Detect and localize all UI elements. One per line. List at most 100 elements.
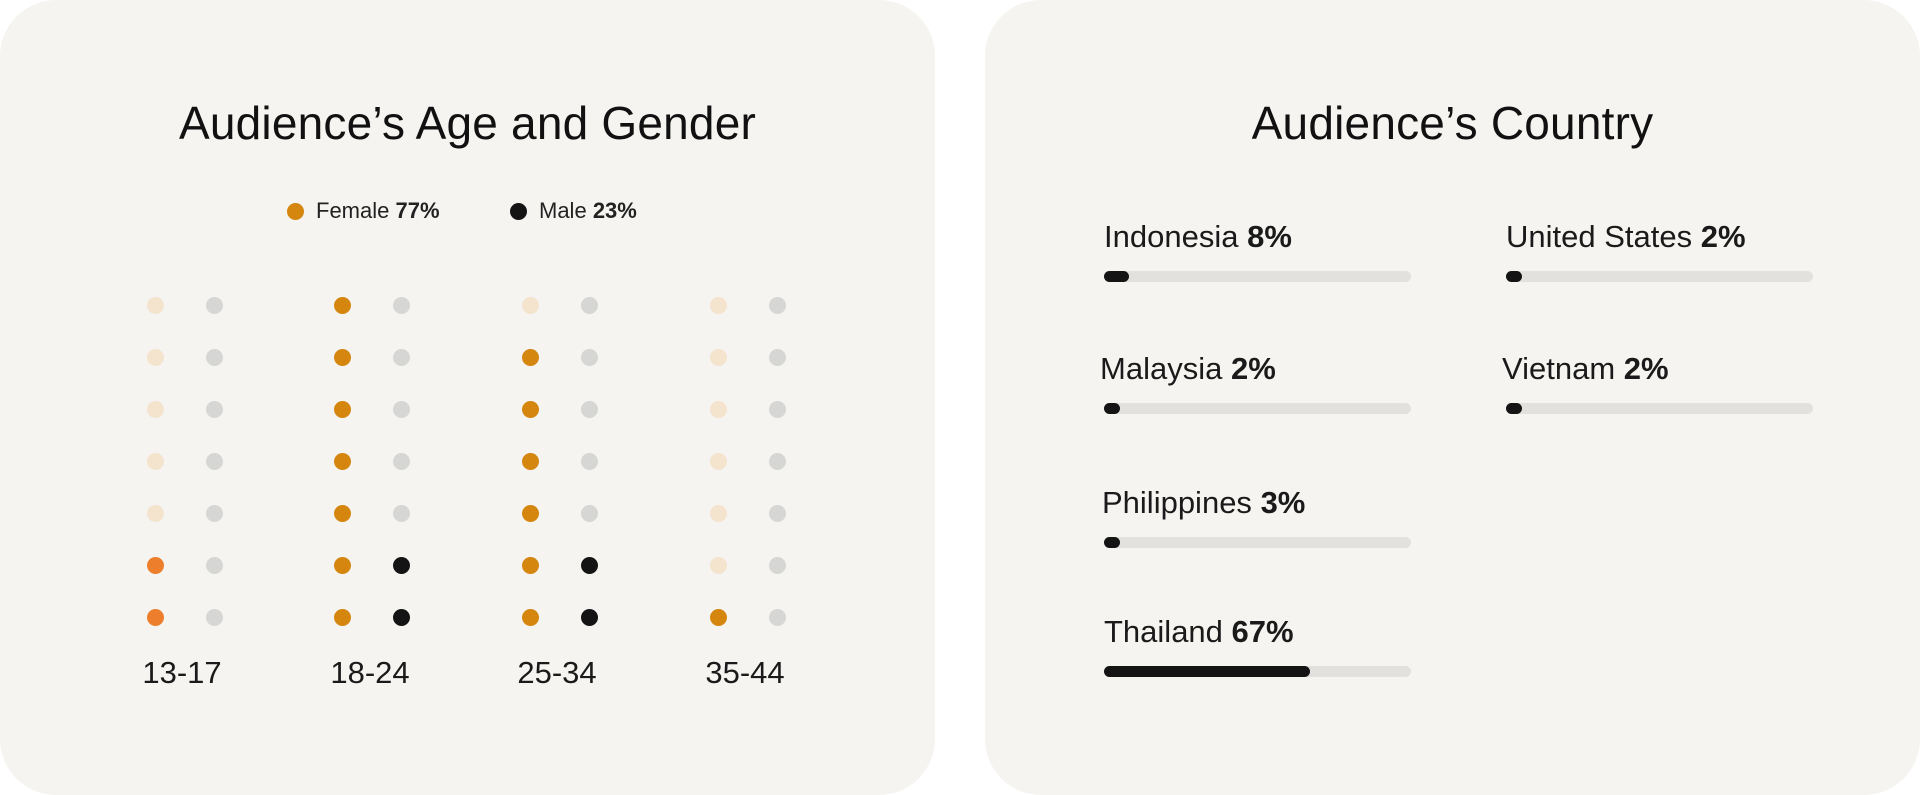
country-bar-fill [1506, 271, 1522, 282]
male-dot [580, 608, 598, 626]
male-dot [205, 504, 223, 522]
female-dot [709, 556, 727, 574]
male-dot [205, 608, 223, 626]
country-title: Audience’s Country [1251, 97, 1654, 149]
female-dot [709, 504, 727, 522]
female-dot [146, 504, 164, 522]
age-gender-card: Audience’s Age and Gender Female 77% Mal… [0, 0, 935, 795]
female-dot [146, 608, 164, 626]
legend-male-label: Male [539, 198, 587, 223]
country-bar-fill [1104, 271, 1129, 282]
male-dot [392, 296, 410, 314]
country-label: Philippines 3% [1102, 485, 1412, 521]
country-row-thailand: Thailand 67% [1104, 614, 1414, 677]
country-bar-fill [1104, 666, 1310, 677]
country-row-indonesia: Indonesia 8% [1104, 219, 1414, 282]
male-dot [768, 608, 786, 626]
country-value: 2% [1230, 351, 1276, 386]
age-gender-title: Audience’s Age and Gender [178, 97, 757, 149]
male-dot [768, 400, 786, 418]
male-dot [392, 504, 410, 522]
country-name: Indonesia [1104, 219, 1239, 254]
female-dot [333, 504, 351, 522]
country-bar-fill [1506, 403, 1522, 414]
female-dot [333, 452, 351, 470]
female-dot [521, 348, 539, 366]
male-dot [580, 296, 598, 314]
male-dot [205, 452, 223, 470]
male-dot [205, 400, 223, 418]
country-bar-track [1104, 537, 1411, 548]
age-group-label: 13-17 [142, 655, 222, 690]
male-dot [580, 556, 598, 574]
female-dot [146, 296, 164, 314]
country-bar-track [1104, 666, 1411, 677]
female-dot [521, 400, 539, 418]
female-dot [709, 348, 727, 366]
male-dot [768, 452, 786, 470]
country-row-malaysia: Malaysia 2% [1100, 351, 1411, 414]
age-group-label: 35-44 [705, 655, 785, 690]
country-bar-track [1506, 403, 1813, 414]
country-name: Vietnam [1502, 351, 1616, 386]
country-name: Thailand [1104, 614, 1223, 649]
country-value: 3% [1260, 485, 1306, 520]
country-name: United States [1506, 219, 1693, 254]
female-dot [709, 296, 727, 314]
male-dot [768, 504, 786, 522]
male-dot [392, 400, 410, 418]
female-dot [333, 608, 351, 626]
female-dot [146, 400, 164, 418]
female-dot [333, 348, 351, 366]
male-dot [205, 348, 223, 366]
age-group-label: 25-34 [517, 655, 597, 690]
country-row-vietnam: Vietnam 2% [1502, 351, 1813, 414]
country-value: 67% [1231, 614, 1294, 649]
country-name: Malaysia [1100, 351, 1223, 386]
legend-item-female: Female 77% [287, 198, 440, 224]
country-label: Vietnam 2% [1502, 351, 1812, 387]
male-dot [205, 556, 223, 574]
country-value: 2% [1623, 351, 1669, 386]
legend-male-value: 23% [592, 198, 637, 223]
male-dot [392, 556, 410, 574]
male-dot [580, 348, 598, 366]
female-dot-icon [287, 203, 304, 220]
country-bar-track [1104, 271, 1411, 282]
female-dot [146, 452, 164, 470]
female-dot [146, 556, 164, 574]
female-dot [521, 296, 539, 314]
country-bar-track [1104, 403, 1411, 414]
country-bar-fill [1104, 403, 1120, 414]
male-dot [205, 296, 223, 314]
country-name: Philippines [1102, 485, 1252, 520]
male-dot [768, 348, 786, 366]
male-dot [392, 608, 410, 626]
country-row-philippines: Philippines 3% [1102, 485, 1412, 548]
male-dot [392, 452, 410, 470]
female-dot [333, 400, 351, 418]
female-dot [333, 296, 351, 314]
female-dot [709, 400, 727, 418]
female-dot [521, 504, 539, 522]
female-dot [521, 556, 539, 574]
male-dot [580, 452, 598, 470]
country-label: Indonesia 8% [1104, 219, 1414, 255]
female-dot [709, 608, 727, 626]
country-card: Audience’s Country Indonesia 8% United S… [985, 0, 1920, 795]
legend-female-value: 77% [395, 198, 440, 223]
male-dot [580, 504, 598, 522]
male-dot-icon [510, 203, 527, 220]
country-bar-track [1506, 271, 1813, 282]
male-dot [580, 400, 598, 418]
male-dot [768, 296, 786, 314]
female-dot [146, 348, 164, 366]
male-dot [392, 348, 410, 366]
female-dot [709, 452, 727, 470]
country-label: Thailand 67% [1104, 614, 1414, 650]
gender-legend: Female 77% Male 23% [0, 198, 935, 228]
country-label: United States 2% [1506, 219, 1816, 255]
female-dot [521, 452, 539, 470]
country-row-united-states: United States 2% [1506, 219, 1816, 282]
male-dot [768, 556, 786, 574]
